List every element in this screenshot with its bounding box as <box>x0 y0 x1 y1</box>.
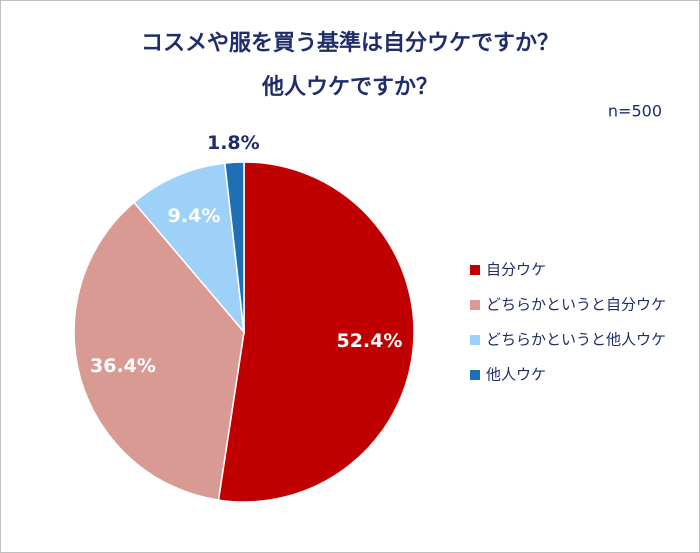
pie-slice <box>132 162 246 335</box>
legend-marker <box>470 265 480 275</box>
data-label: 52.4% <box>336 330 402 352</box>
chart-title: コスメや服を買う基準は自分ウケですか？ <box>141 30 559 56</box>
chart-title: 他人ウケですか？ <box>261 75 438 100</box>
data-label: 36.4% <box>90 355 156 377</box>
legend-label: 自分ウケ <box>486 261 546 279</box>
data-label: 1.8% <box>207 132 260 154</box>
legend-label: 他人ウケ <box>486 366 546 384</box>
pie-slice <box>223 161 245 333</box>
chart-subtitle: n=500 <box>608 102 662 121</box>
data-label: 9.4% <box>168 205 221 227</box>
legend-marker <box>470 370 480 380</box>
pie-slice <box>217 161 415 503</box>
legend-marker <box>470 300 480 310</box>
legend-label: どちらかというと他人ウケ <box>486 331 666 349</box>
pie-slice <box>73 201 245 501</box>
legend-marker <box>470 335 480 345</box>
legend-label: どちらかというと自分ウケ <box>486 296 666 314</box>
